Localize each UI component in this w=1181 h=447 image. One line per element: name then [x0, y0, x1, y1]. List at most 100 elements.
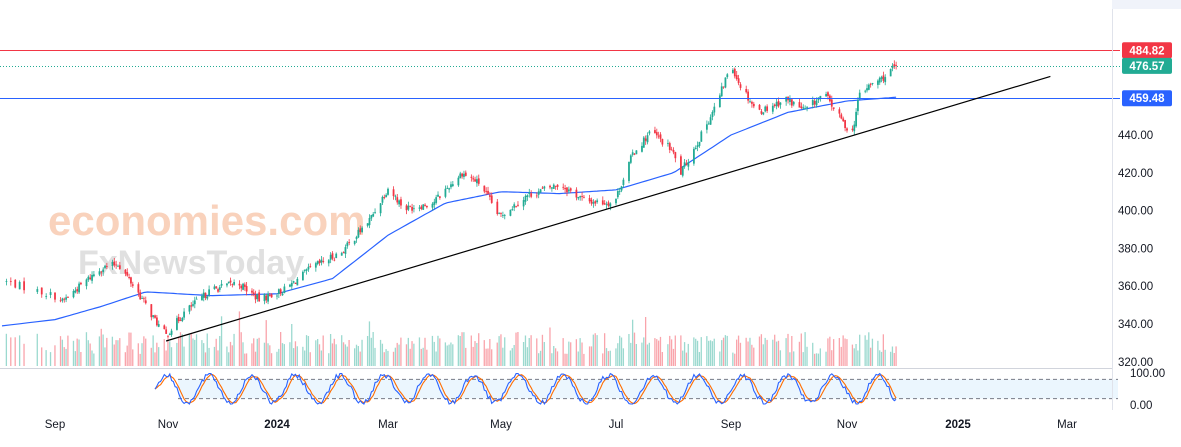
candle-254 — [687, 162, 690, 167]
volume-bar-10 — [59, 336, 62, 366]
candle-290 — [785, 97, 788, 102]
candle-138 — [385, 194, 388, 197]
candle-4 — [23, 281, 25, 291]
volume-bar-268 — [724, 335, 727, 366]
volume-bar-260 — [706, 336, 708, 366]
candle-12 — [63, 298, 66, 300]
volume-bar-42 — [141, 343, 143, 366]
candle-29 — [105, 266, 108, 267]
volume-bar-125 — [354, 348, 356, 366]
volume-bar-200 — [549, 327, 551, 366]
candle-309 — [832, 107, 835, 109]
volume-bar-82 — [242, 342, 244, 366]
volume-bar-204 — [556, 351, 559, 366]
candle-104 — [296, 278, 299, 286]
volume-bar-227 — [619, 335, 621, 366]
candle-67 — [204, 292, 207, 298]
time-tick-label: Sep — [45, 419, 65, 431]
volume-bar-317 — [855, 344, 857, 366]
volume-bar-217 — [592, 334, 594, 366]
volume-bar-288 — [777, 340, 780, 366]
volume-bar-113 — [320, 350, 322, 366]
volume-bar-35 — [124, 352, 126, 366]
volume-bar-27 — [102, 334, 104, 366]
candle-325 — [877, 80, 879, 85]
candle-20 — [85, 279, 88, 287]
volume-bar-50 — [163, 339, 165, 366]
candle-281 — [760, 111, 763, 114]
candle-94 — [270, 294, 273, 298]
price-label-text-2: 459.48 — [1129, 93, 1165, 105]
candle-41 — [139, 292, 142, 300]
volume-bar-230 — [628, 334, 630, 366]
volume-bar-46 — [152, 335, 154, 366]
candle-208 — [567, 189, 570, 192]
candle-177 — [487, 190, 489, 194]
candle-107 — [305, 269, 308, 271]
volume-bar-109 — [309, 352, 311, 366]
candle-106 — [303, 269, 306, 271]
candle-244 — [661, 139, 664, 145]
candle-220 — [601, 200, 604, 205]
candle-279 — [752, 103, 755, 107]
volume-bar-244 — [661, 352, 663, 366]
candle-155 — [431, 203, 434, 208]
candle-99 — [283, 286, 286, 294]
candle-214 — [583, 196, 585, 198]
volume-bar-145 — [405, 344, 408, 366]
candle-159 — [438, 196, 441, 198]
volume-bar-90 — [263, 342, 266, 366]
candle-150 — [418, 207, 421, 209]
volume-bar-103 — [294, 341, 297, 366]
volume-bar-182 — [500, 334, 502, 366]
volume-bar-89 — [258, 337, 260, 366]
volume-bar-281 — [760, 334, 763, 366]
volume-bar-137 — [383, 352, 385, 366]
candle-221 — [603, 203, 606, 205]
volume-bar-110 — [315, 340, 317, 366]
candle-192 — [526, 195, 529, 197]
volume-bar-52 — [167, 338, 169, 366]
volume-bar-142 — [396, 342, 398, 366]
candle-38 — [130, 277, 132, 284]
volume-bar-172 — [474, 341, 476, 366]
candle-62 — [192, 304, 194, 306]
volume-bar-238 — [646, 344, 649, 366]
candle-126 — [355, 236, 358, 240]
volume-bar-37 — [128, 332, 130, 366]
candle-127 — [357, 229, 360, 238]
volume-bar-92 — [267, 343, 269, 366]
candle-43 — [143, 298, 145, 300]
volume-bar-261 — [708, 340, 710, 366]
volume-bar-47 — [154, 352, 156, 366]
volume-bar-148 — [411, 341, 413, 366]
candle-137 — [383, 197, 386, 198]
volume-bar-207 — [566, 353, 568, 366]
candle-130 — [366, 223, 369, 226]
candle-180 — [496, 201, 499, 214]
candle-184 — [503, 215, 506, 216]
candle-52 — [167, 335, 169, 337]
candle-293 — [790, 99, 793, 106]
volume-bar-190 — [522, 342, 525, 366]
stochastic-lines — [154, 372, 897, 405]
candle-225 — [615, 198, 617, 204]
candle-331 — [891, 65, 894, 69]
volume-bar-180 — [496, 342, 498, 366]
trendline-line — [165, 75, 1051, 342]
volume-bar-289 — [779, 350, 782, 366]
candle-81 — [240, 285, 243, 289]
candle-125 — [353, 240, 356, 244]
candle-2 — [14, 279, 17, 288]
stoch-band-fill — [178, 379, 1118, 399]
volume-bar-174 — [478, 333, 480, 366]
volume-bar-65 — [201, 340, 203, 366]
candle-11 — [61, 298, 64, 301]
candle-51 — [165, 329, 168, 334]
volume-bar-19 — [80, 352, 82, 366]
candle-218 — [594, 201, 597, 204]
volume-bar-301 — [813, 353, 816, 366]
volume-bar-91 — [265, 320, 267, 366]
volume-bar-223 — [607, 351, 610, 366]
candle-56 — [177, 317, 180, 322]
